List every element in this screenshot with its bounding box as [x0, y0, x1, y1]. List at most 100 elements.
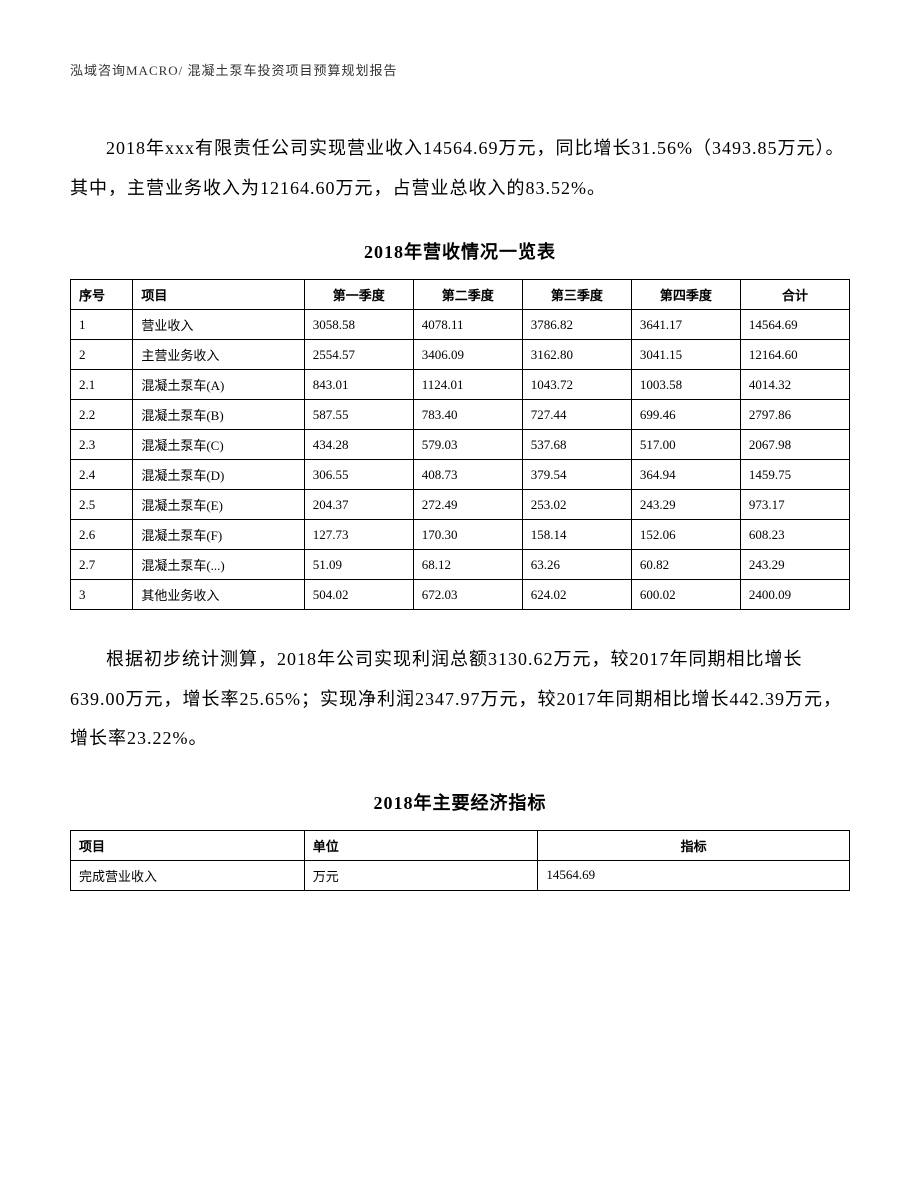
table-cell: 2 — [71, 340, 133, 370]
table-row: 2.6混凝土泵车(F)127.73170.30158.14152.06608.2… — [71, 520, 850, 550]
table-cell: 253.02 — [522, 490, 631, 520]
table-cell: 4078.11 — [413, 310, 522, 340]
table-cell: 1003.58 — [631, 370, 740, 400]
table-cell: 1 — [71, 310, 133, 340]
col-total: 合计 — [740, 280, 849, 310]
table-cell: 127.73 — [304, 520, 413, 550]
table-cell: 2.6 — [71, 520, 133, 550]
table-row: 完成营业收入万元14564.69 — [71, 860, 850, 890]
table-cell: 672.03 — [413, 580, 522, 610]
table-cell: 408.73 — [413, 460, 522, 490]
table-cell: 624.02 — [522, 580, 631, 610]
table-cell: 3 — [71, 580, 133, 610]
table-cell: 2.2 — [71, 400, 133, 430]
table-cell: 4014.32 — [740, 370, 849, 400]
table-cell: 2.3 — [71, 430, 133, 460]
table-cell: 3041.15 — [631, 340, 740, 370]
table-cell: 243.29 — [740, 550, 849, 580]
table-cell: 170.30 — [413, 520, 522, 550]
table-cell: 混凝土泵车(B) — [133, 400, 304, 430]
table-cell: 843.01 — [304, 370, 413, 400]
table-cell: 51.09 — [304, 550, 413, 580]
table-cell: 2.7 — [71, 550, 133, 580]
table-cell: 3058.58 — [304, 310, 413, 340]
table-cell: 434.28 — [304, 430, 413, 460]
table-cell: 158.14 — [522, 520, 631, 550]
col-q1: 第一季度 — [304, 280, 413, 310]
table-cell: 其他业务收入 — [133, 580, 304, 610]
table-row: 2.5混凝土泵车(E)204.37272.49253.02243.29973.1… — [71, 490, 850, 520]
table-cell: 1459.75 — [740, 460, 849, 490]
table-cell: 537.68 — [522, 430, 631, 460]
table-cell: 204.37 — [304, 490, 413, 520]
table-cell: 完成营业收入 — [71, 860, 305, 890]
table-cell: 混凝土泵车(A) — [133, 370, 304, 400]
col-q3: 第三季度 — [522, 280, 631, 310]
page-header: 泓域咨询MACRO/ 混凝土泵车投资项目预算规划报告 — [70, 60, 850, 79]
table-row: 2主营业务收入2554.573406.093162.803041.1512164… — [71, 340, 850, 370]
table-cell: 2067.98 — [740, 430, 849, 460]
table-header-row: 序号 项目 第一季度 第二季度 第三季度 第四季度 合计 — [71, 280, 850, 310]
table-cell: 14564.69 — [740, 310, 849, 340]
table-cell: 12164.60 — [740, 340, 849, 370]
table-cell: 152.06 — [631, 520, 740, 550]
table-cell: 混凝土泵车(C) — [133, 430, 304, 460]
table-cell: 68.12 — [413, 550, 522, 580]
table-cell: 579.03 — [413, 430, 522, 460]
col-q4: 第四季度 — [631, 280, 740, 310]
table-cell: 973.17 — [740, 490, 849, 520]
table-cell: 万元 — [304, 860, 538, 890]
table-row: 2.4混凝土泵车(D)306.55408.73379.54364.941459.… — [71, 460, 850, 490]
table-cell: 1043.72 — [522, 370, 631, 400]
paragraph-2: 根据初步统计测算，2018年公司实现利润总额3130.62万元，较2017年同期… — [70, 640, 850, 759]
col-q2: 第二季度 — [413, 280, 522, 310]
table-cell: 60.82 — [631, 550, 740, 580]
col-item: 项目 — [133, 280, 304, 310]
table-header-row: 项目 单位 指标 — [71, 830, 850, 860]
table-cell: 504.02 — [304, 580, 413, 610]
table-row: 2.2混凝土泵车(B)587.55783.40727.44699.462797.… — [71, 400, 850, 430]
table-cell: 727.44 — [522, 400, 631, 430]
table-cell: 587.55 — [304, 400, 413, 430]
table-cell: 364.94 — [631, 460, 740, 490]
revenue-table: 序号 项目 第一季度 第二季度 第三季度 第四季度 合计 1营业收入3058.5… — [70, 279, 850, 610]
table-cell: 营业收入 — [133, 310, 304, 340]
col-indicator: 指标 — [538, 830, 850, 860]
table-cell: 3786.82 — [522, 310, 631, 340]
table-cell: 14564.69 — [538, 860, 850, 890]
paragraph-1: 2018年xxx有限责任公司实现营业收入14564.69万元，同比增长31.56… — [70, 129, 850, 208]
table-cell: 2.5 — [71, 490, 133, 520]
table-cell: 主营业务收入 — [133, 340, 304, 370]
table-cell: 3641.17 — [631, 310, 740, 340]
table-row: 2.3混凝土泵车(C)434.28579.03537.68517.002067.… — [71, 430, 850, 460]
table-cell: 243.29 — [631, 490, 740, 520]
table-cell: 混凝土泵车(F) — [133, 520, 304, 550]
col-unit: 单位 — [304, 830, 538, 860]
table-row: 1营业收入3058.584078.113786.823641.1714564.6… — [71, 310, 850, 340]
col-seq: 序号 — [71, 280, 133, 310]
table-cell: 63.26 — [522, 550, 631, 580]
table1-title: 2018年营收情况一览表 — [70, 238, 850, 264]
table-cell: 2.4 — [71, 460, 133, 490]
table-row: 2.1混凝土泵车(A)843.011124.011043.721003.5840… — [71, 370, 850, 400]
table-cell: 379.54 — [522, 460, 631, 490]
table2-title: 2018年主要经济指标 — [70, 789, 850, 815]
table-row: 3其他业务收入504.02672.03624.02600.022400.09 — [71, 580, 850, 610]
indicator-table: 项目 单位 指标 完成营业收入万元14564.69 — [70, 830, 850, 891]
table-cell: 608.23 — [740, 520, 849, 550]
table-cell: 783.40 — [413, 400, 522, 430]
table-cell: 混凝土泵车(E) — [133, 490, 304, 520]
table-cell: 2554.57 — [304, 340, 413, 370]
table-cell: 3162.80 — [522, 340, 631, 370]
col-item: 项目 — [71, 830, 305, 860]
table-cell: 2400.09 — [740, 580, 849, 610]
table-cell: 272.49 — [413, 490, 522, 520]
table-cell: 306.55 — [304, 460, 413, 490]
table-cell: 2797.86 — [740, 400, 849, 430]
table-cell: 1124.01 — [413, 370, 522, 400]
table-cell: 600.02 — [631, 580, 740, 610]
table-cell: 517.00 — [631, 430, 740, 460]
table-row: 2.7混凝土泵车(...)51.0968.1263.2660.82243.29 — [71, 550, 850, 580]
table-cell: 699.46 — [631, 400, 740, 430]
table-cell: 混凝土泵车(...) — [133, 550, 304, 580]
